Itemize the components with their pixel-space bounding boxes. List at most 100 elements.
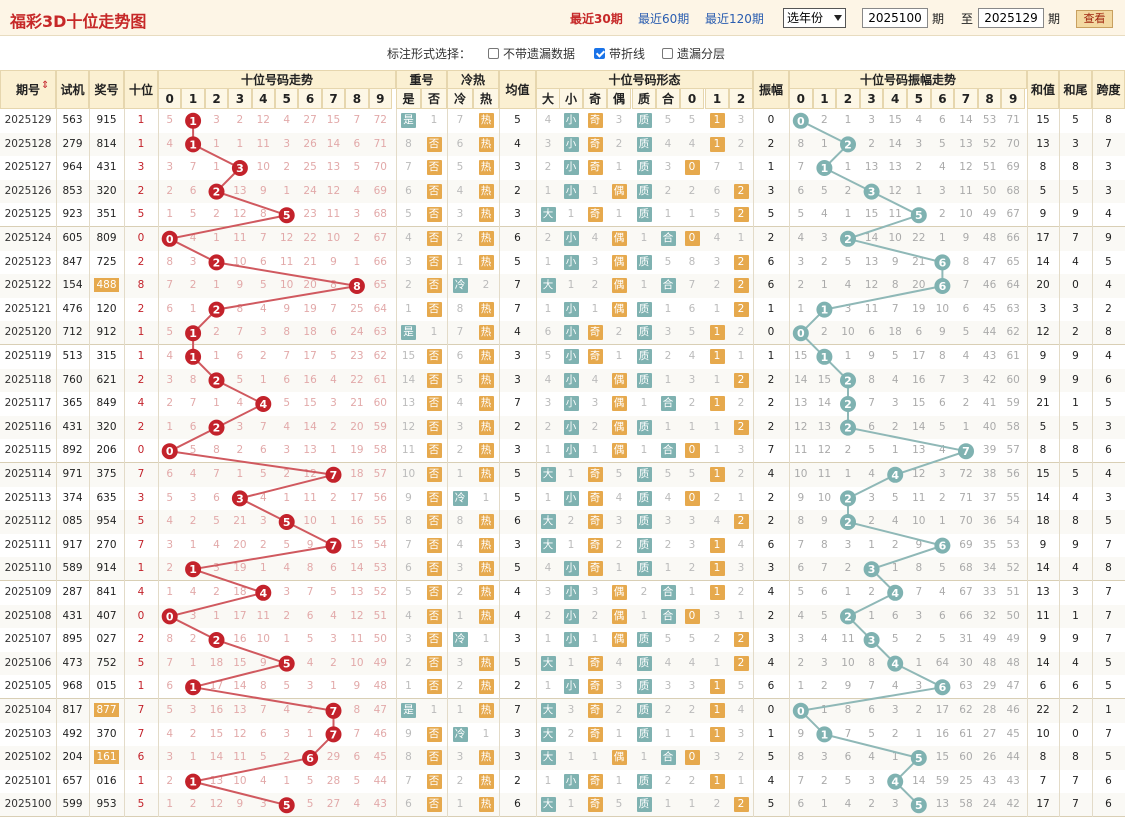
swing-miss: 6 — [797, 562, 805, 575]
miss-cell: 22 — [303, 232, 317, 244]
query-button[interactable]: 查看 — [1076, 10, 1113, 28]
header-sum: 和值 — [1027, 70, 1059, 109]
miss-cell: 1 — [189, 751, 197, 764]
swing-miss: 66 — [959, 609, 973, 622]
option-layer[interactable]: 遗漏分层 — [662, 45, 725, 62]
span-cell: 5 — [1105, 656, 1112, 669]
swing-miss: 6 — [868, 326, 875, 339]
column-divider — [536, 109, 537, 817]
miss-cell: 9 — [283, 302, 291, 315]
swing-miss: 6 — [891, 609, 899, 622]
hot-miss: 6 — [456, 350, 464, 362]
span-cell: 8 — [1105, 562, 1112, 575]
miss-cell: 11 — [233, 751, 247, 764]
tens-ball-label: 0 — [166, 233, 174, 246]
period-link-120[interactable]: 最近120期 — [705, 12, 764, 26]
miss-cell: 3 — [353, 208, 361, 221]
tens-trend-line — [166, 120, 358, 807]
checkbox-checked-icon[interactable] — [594, 48, 605, 59]
miss-cell: 7 — [259, 232, 267, 244]
swing-miss: 68 — [959, 562, 973, 575]
form-miss: 1 — [737, 774, 745, 787]
miss-cell: 4 — [189, 232, 197, 244]
option-line[interactable]: 带折线 — [594, 45, 645, 62]
miss-cell: 12 — [256, 114, 270, 126]
swing-miss: 2 — [939, 208, 946, 221]
sum-cell: 14 — [1036, 491, 1050, 504]
big-tag: 大 — [536, 534, 560, 558]
miss-cell: 1 — [306, 727, 314, 740]
period-link-30[interactable]: 最近30期 — [570, 12, 623, 26]
cold-tag: 冷 — [447, 487, 473, 511]
checkbox-icon[interactable] — [488, 48, 499, 59]
miss-cell: 12 — [233, 727, 247, 740]
tens-ball — [278, 514, 295, 530]
tens-ball — [325, 466, 342, 483]
repeat-no-tag: 否 — [421, 557, 447, 581]
prize-cell: 635 — [96, 491, 117, 504]
tens-ball — [185, 136, 202, 153]
tens-ball-label: 1 — [189, 351, 197, 364]
road-tag: 0 — [680, 156, 704, 180]
miss-cell: 20 — [233, 538, 247, 551]
span-cell: 8 — [1105, 326, 1112, 339]
span-cell: 7 — [1105, 727, 1112, 740]
hot-tag: 热 — [473, 581, 499, 605]
hot-miss: 2 — [456, 774, 464, 787]
year-select[interactable]: 选年份 — [783, 8, 846, 28]
road-tag: 1 — [705, 534, 729, 558]
form-miss: 1 — [544, 774, 552, 787]
miss-cell: 5 — [166, 326, 174, 339]
composite-tag: 合 — [656, 392, 680, 416]
swing-miss: 13 — [959, 137, 973, 150]
miss-cell: 8 — [236, 302, 244, 315]
repeat-no-tag: 否 — [421, 227, 447, 251]
prize-cell: 320 — [96, 184, 117, 197]
sort-icon[interactable]: ⇕ — [41, 80, 50, 91]
swing-ball-label: 2 — [844, 374, 852, 387]
miss-cell: 25 — [303, 161, 317, 174]
issue-cell: 2025122 — [4, 279, 52, 292]
from-issue-input[interactable]: 2025100 — [862, 8, 928, 28]
hot-miss: 1 — [456, 609, 464, 622]
header-cold: 冷 — [447, 88, 473, 109]
hot-miss: 2 — [456, 586, 464, 598]
miss-cell: 52 — [373, 586, 387, 598]
swing-miss: 3 — [962, 373, 970, 386]
hot-miss: 1 — [456, 704, 464, 716]
prime-tag: 质 — [632, 251, 656, 275]
swing-miss: 37 — [982, 491, 997, 504]
miss-cell: 2 — [330, 420, 337, 433]
form-miss: 2 — [713, 279, 721, 292]
swing-miss: 52 — [1006, 562, 1020, 575]
tens-cell: 7 — [137, 727, 145, 740]
swing-miss: 7 — [868, 680, 875, 693]
top-bar: 福彩3D十位走势图 最近30期 最近60期 最近120期 选年份 2025100… — [0, 0, 1125, 36]
tens-ball-label: 5 — [283, 799, 291, 812]
tens-cell: 1 — [137, 114, 145, 126]
avg-cell: 3 — [514, 538, 521, 551]
swing-miss: 2 — [868, 137, 875, 150]
span-cell: 3 — [1105, 184, 1112, 197]
miss-cell: 1 — [189, 656, 197, 669]
swing-miss: 25 — [959, 774, 973, 787]
form-miss: 1 — [640, 444, 648, 457]
to-issue-input[interactable]: 2025129 — [978, 8, 1044, 28]
tens-cell: 0 — [137, 609, 145, 622]
period-link-60[interactable]: 最近60期 — [638, 12, 690, 26]
checkbox-icon[interactable] — [662, 48, 673, 59]
option-no-miss[interactable]: 不带遗漏数据 — [488, 45, 575, 62]
tens-cell: 7 — [137, 704, 145, 716]
header-issue: 期号 — [0, 70, 56, 109]
miss-cell: 14 — [209, 751, 224, 764]
form-miss: 6 — [713, 184, 721, 197]
hot-miss: 5 — [456, 373, 464, 386]
repeat-miss: 9 — [405, 727, 412, 740]
swing-miss: 2 — [821, 680, 828, 693]
swing-miss: 15 — [935, 751, 950, 764]
form-miss: 1 — [664, 302, 672, 315]
road-tag: 1 — [705, 675, 729, 699]
issue-cell: 2025121 — [4, 302, 52, 315]
tail-cell: 2 — [1072, 704, 1079, 716]
header-form-sub: 小 — [559, 88, 583, 109]
